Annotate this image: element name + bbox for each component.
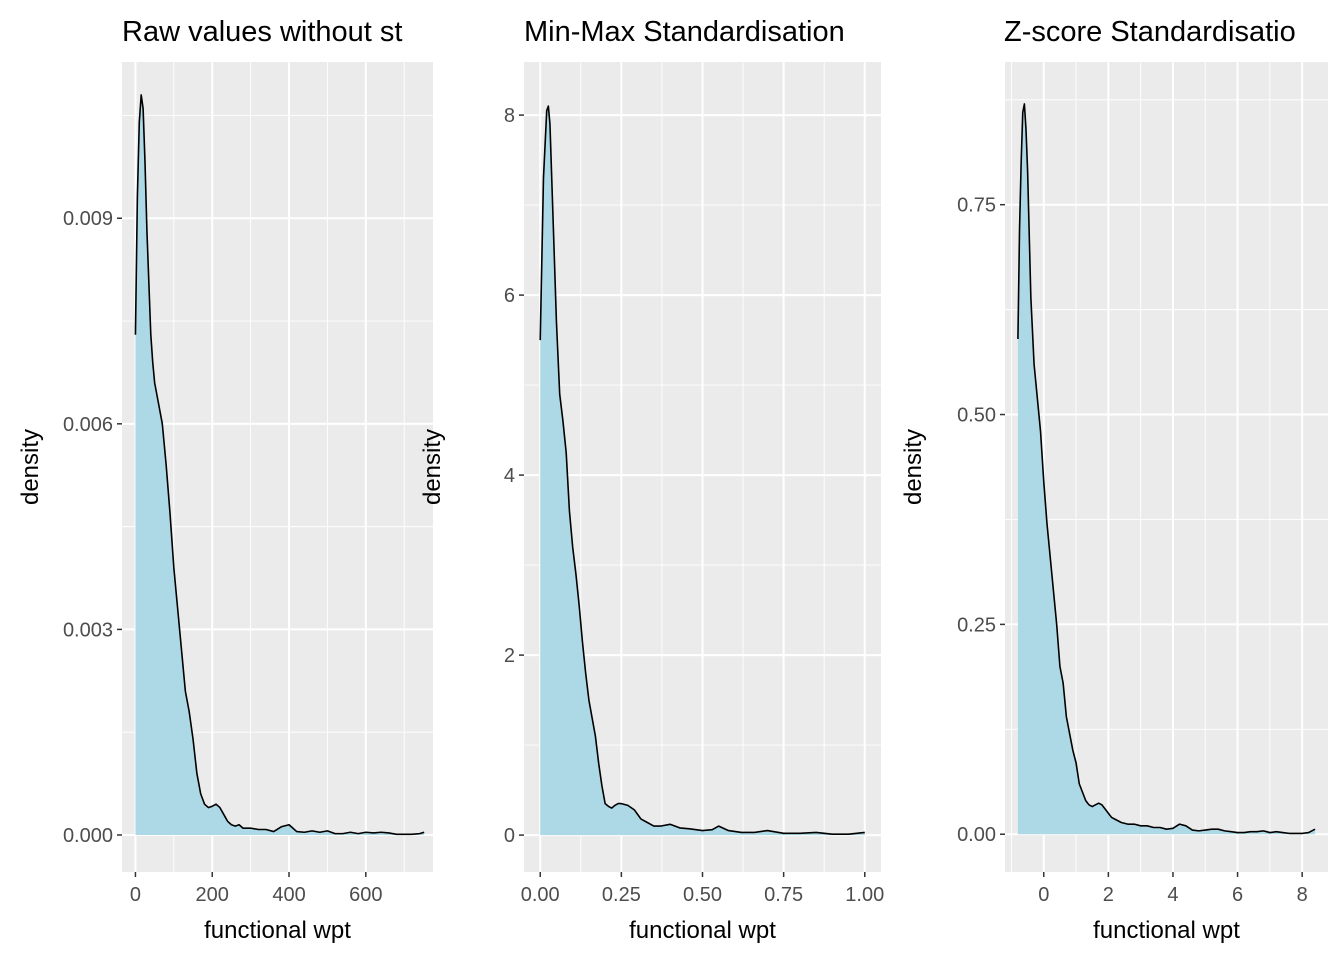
y-tick-label: 0.50 xyxy=(957,405,996,427)
density-area xyxy=(1017,103,1316,835)
density-line xyxy=(539,105,865,835)
y-tick-label: 0.009 xyxy=(63,208,113,230)
y-tick-label: 0.006 xyxy=(63,414,113,436)
y-tick-label: 0.25 xyxy=(957,614,996,636)
x-axis-title: functional wpt xyxy=(629,917,776,944)
density-marks xyxy=(134,94,425,836)
gridlines xyxy=(1005,62,1328,872)
panel-title: Z-score Standardisatio xyxy=(1004,16,1296,48)
x-axis-title: functional wpt xyxy=(1093,917,1240,944)
y-tick-label: 0.00 xyxy=(957,824,996,846)
y-tick-label: 0.75 xyxy=(957,195,996,217)
panel-1: 0 200 400 600 0.000 0.003 0.006 0.009 functional… xyxy=(17,16,433,944)
x-tick-label: 200 xyxy=(196,884,229,906)
y-tick-label: 0 xyxy=(504,825,515,847)
x-tick-label: 1.00 xyxy=(845,884,884,906)
y-tick-label: 8 xyxy=(504,105,515,127)
x-tick-label: 4 xyxy=(1167,884,1178,906)
x-tick-label: 2 xyxy=(1103,884,1114,906)
density-area xyxy=(540,106,865,836)
y-tick-label: 0.000 xyxy=(63,825,113,847)
y-axis-title: density xyxy=(900,429,927,505)
x-tick-label: 0 xyxy=(1038,884,1049,906)
y-tick-label: 2 xyxy=(504,645,515,667)
gridlines xyxy=(122,62,433,872)
density-line xyxy=(1017,103,1316,835)
density-line xyxy=(134,94,425,836)
y-tick-label: 0.003 xyxy=(63,619,113,641)
x-tick-label: 0.50 xyxy=(683,884,722,906)
density-area xyxy=(135,94,425,835)
x-tick-label: 0.25 xyxy=(602,884,641,906)
x-tick-label: 8 xyxy=(1297,884,1308,906)
panel-3: 0 2 4 6 8 0.00 0.25 0.50 0.75 functional wpt densi… xyxy=(900,16,1328,944)
x-tick-label: 0.00 xyxy=(521,884,560,906)
x-tick-label: 400 xyxy=(272,884,305,906)
x-tick-label: 0 xyxy=(130,884,141,906)
density-marks xyxy=(539,105,865,836)
density-marks xyxy=(1017,103,1316,835)
y-axis-title: density xyxy=(17,429,44,505)
y-axis-title: density xyxy=(419,429,446,505)
x-tick-label: 6 xyxy=(1232,884,1243,906)
panel-title: Min-Max Standardisation xyxy=(524,16,845,48)
x-tick-label: 600 xyxy=(349,884,382,906)
panel-2: 0.00 0.25 0.50 0.75 1.00 0 2 4 6 8 functional wpt d… xyxy=(419,16,884,944)
y-tick-label: 4 xyxy=(504,465,515,487)
y-tick-label: 6 xyxy=(504,285,515,307)
panel-title: Raw values without st xyxy=(122,16,402,48)
x-tick-label: 0.75 xyxy=(764,884,803,906)
x-axis-title: functional wpt xyxy=(204,917,351,944)
